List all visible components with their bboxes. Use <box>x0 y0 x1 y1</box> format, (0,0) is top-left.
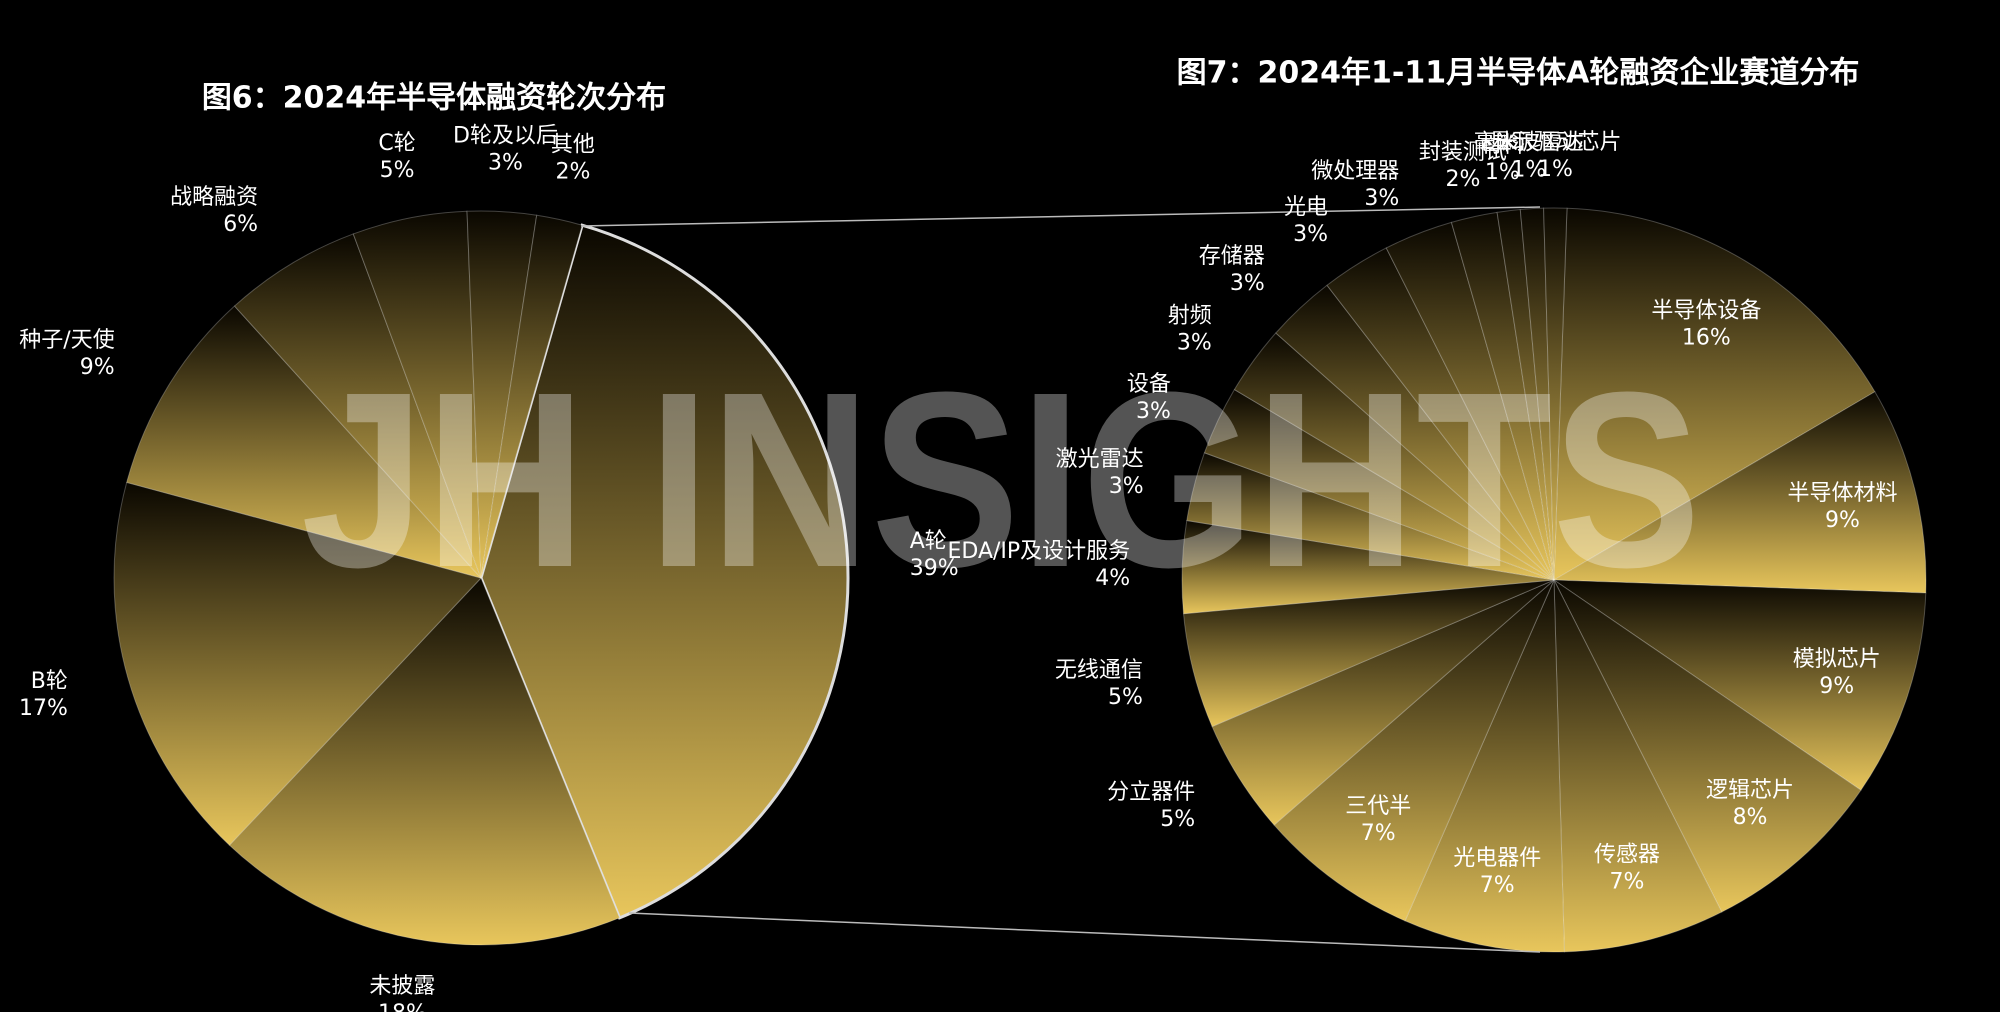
slice-value-label: 8% <box>1733 805 1768 830</box>
slice-value-label: 1% <box>1538 157 1573 182</box>
slice-value-label: 5% <box>380 158 415 183</box>
pie-slice <box>1233 332 1555 581</box>
slice-value-label: 7% <box>1610 870 1645 895</box>
pie-slice <box>1404 579 1565 953</box>
pie-slice <box>1543 207 1568 581</box>
slice-label: 光电器件 <box>1453 846 1541 871</box>
slice-label: 半导体设备 <box>1651 298 1761 323</box>
slice-label: 种子/天使 <box>19 328 114 353</box>
chart-title: 图6：2024年半导体融资轮次分布 <box>202 81 666 116</box>
slice-value-label: 9% <box>80 355 115 380</box>
pie-slice <box>1211 579 1555 826</box>
slice-label: 存储器 <box>1199 244 1265 269</box>
slice-value-label: 9% <box>1819 674 1854 699</box>
slice-value-label: 39% <box>910 556 959 581</box>
pie-slice <box>479 223 850 920</box>
slice-label: 射频 <box>1168 304 1212 329</box>
slice-label: 材料 <box>1480 133 1524 158</box>
pie-slice <box>1275 284 1555 581</box>
pie-slice <box>1385 221 1555 581</box>
slice-value-label: 3% <box>1293 222 1328 247</box>
slice-value-label: 9% <box>1825 508 1860 533</box>
pie-slice <box>1553 207 1876 581</box>
slice-value-label: 1% <box>1511 158 1546 183</box>
slice-value-label: 3% <box>1177 331 1212 356</box>
pie-slice <box>113 481 482 846</box>
slice-value-label: 3% <box>1230 271 1265 296</box>
slice-label: 模拟芯片 <box>1793 647 1881 672</box>
pie-slice <box>1519 207 1555 581</box>
slice-label: 光电 <box>1284 195 1328 220</box>
slice-value-label: 3% <box>1136 399 1171 424</box>
pie-slice <box>480 214 583 579</box>
slice-label: 毫米波雷达 <box>1474 131 1584 156</box>
slice-label: 战略融资 <box>170 185 258 210</box>
slice-label: C轮 <box>378 131 415 156</box>
slice-value-label: 6% <box>223 212 258 237</box>
slice-label: 未披露 <box>369 974 435 999</box>
slice-value-label: 5% <box>1160 807 1195 832</box>
slice-value-label: 16% <box>1682 325 1731 350</box>
slice-value-label: 18% <box>378 1001 427 1012</box>
pie-slice <box>1496 208 1555 581</box>
slice-label: 设备 <box>1127 372 1171 397</box>
slice-label: 无线通信 <box>1055 658 1143 683</box>
slice-value-label: 3% <box>488 150 523 175</box>
slice-value-label: 4% <box>1095 566 1130 591</box>
slice-label: EDA/IP及设计服务 <box>948 539 1131 564</box>
slice-value-label: 2% <box>555 160 590 185</box>
slice-value-label: 3% <box>1109 474 1144 499</box>
slice-label: 逻辑芯片 <box>1706 778 1794 803</box>
connector <box>580 206 1541 227</box>
slice-value-label: 7% <box>1480 873 1515 898</box>
slice-label: 半导体材料 <box>1787 481 1897 506</box>
watermark: JH INSIGHTS <box>301 340 1701 619</box>
pie-slice <box>1552 391 1927 594</box>
slice-label: A轮 <box>910 529 947 554</box>
slice-label: 其他 <box>551 133 595 158</box>
pie-slice <box>1203 388 1555 581</box>
slice-value-label: 1% <box>1485 160 1520 185</box>
pie-slice <box>1186 452 1555 581</box>
slice-value-label: 3% <box>1364 186 1399 211</box>
pie-slice <box>1553 579 1862 913</box>
chart-title: 图7：2024年1-11月半导体A轮融资企业赛道分布 <box>1177 56 1860 91</box>
pie-slice <box>1553 579 1723 953</box>
slice-label: 三代半 <box>1345 794 1411 819</box>
slice-value-label: 5% <box>1108 685 1143 710</box>
slice-label: 传感器 <box>1594 843 1660 868</box>
pie-slice <box>1181 519 1555 615</box>
pie-slice <box>352 210 482 579</box>
slice-label: 显示驱动芯片 <box>1489 130 1621 155</box>
pie-slice <box>466 210 538 579</box>
slice-label: 封装测试 <box>1419 140 1507 165</box>
slice-label: B轮 <box>31 669 68 694</box>
pie-slice <box>1552 579 1927 791</box>
pie-slice <box>1273 579 1555 922</box>
slice-label: D轮及以后 <box>453 123 558 148</box>
pie-slice <box>1182 579 1555 728</box>
pie-slice <box>233 233 482 579</box>
slice-label: 微处理器 <box>1311 159 1399 184</box>
pie-slice <box>126 305 483 579</box>
slice-value-label: 7% <box>1361 821 1396 846</box>
pie-slice <box>1450 211 1555 581</box>
connector <box>628 912 1541 953</box>
slice-label: 激光雷达 <box>1056 447 1144 472</box>
slice-value-label: 2% <box>1445 167 1480 192</box>
pie-slice <box>228 577 621 946</box>
slice-label: 分立器件 <box>1107 780 1195 805</box>
slice-value-label: 17% <box>19 696 68 721</box>
pie-slice <box>1326 247 1555 581</box>
